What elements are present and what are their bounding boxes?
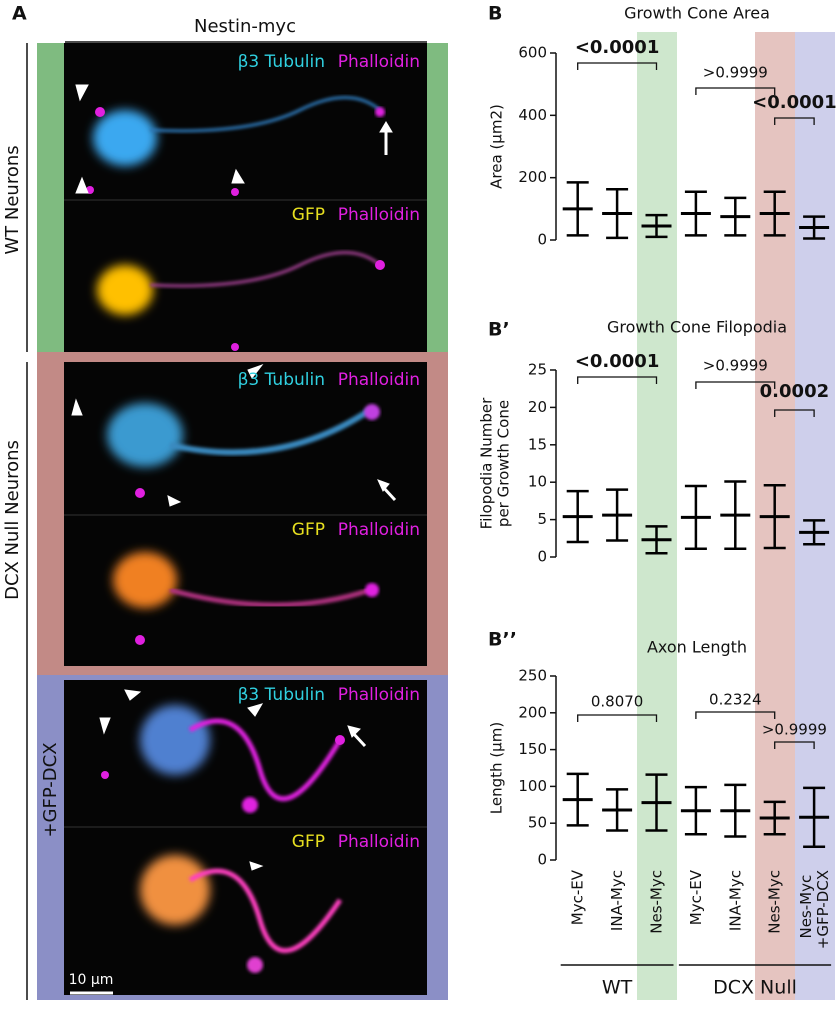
stain-label: Phalloidin: [338, 520, 420, 540]
y-tick-label: 600: [518, 44, 547, 62]
p-value: <0.0001: [575, 37, 660, 58]
x-tick-label: Nes-Myc: [765, 870, 783, 934]
row-label: DCX Null Neurons: [2, 440, 23, 600]
header: Nestin-myc: [194, 16, 296, 37]
stain-label: GFP: [292, 832, 325, 852]
significance-bracket: [577, 62, 658, 70]
y-axis-label: Area (µm2): [488, 104, 506, 189]
significance-bracket: [695, 381, 776, 389]
y-tick-label: 250: [518, 667, 547, 685]
significance-bracket: [695, 711, 776, 719]
y-tick-label: 0: [537, 231, 547, 249]
p-value: <0.0001: [752, 92, 837, 113]
highlight-band: [637, 32, 677, 1000]
highlight-band: [795, 32, 835, 1000]
panel-letter: B’: [488, 319, 510, 341]
p-value: 0.0002: [760, 381, 829, 402]
stain-label: β3 Tubulin: [238, 370, 325, 390]
stain-label: GFP: [292, 205, 325, 225]
x-tick-label: Myc-EV: [568, 869, 586, 925]
y-axis-label: Filopodia Number: [478, 397, 496, 529]
y-tick-label: 5: [537, 510, 547, 528]
p-value: >0.9999: [703, 64, 768, 82]
chart-title: Axon Length: [647, 638, 747, 657]
significance-bracket: [774, 741, 815, 749]
micrographs: [64, 43, 427, 995]
x-tick-label: Nes-Myc +GFP-DCX: [797, 870, 832, 949]
group-label: WT: [602, 977, 633, 999]
y-tick-label: 25: [528, 361, 547, 379]
stain-label: GFP: [292, 520, 325, 540]
chart-title: Growth Cone Filopodia: [607, 318, 787, 337]
stain-label: Phalloidin: [338, 205, 420, 225]
panel-letter: A: [12, 3, 27, 25]
scale-bar-label: 10 µm: [69, 972, 114, 988]
row-label: WT Neurons: [2, 145, 23, 254]
y-tick-label: 0: [537, 851, 547, 869]
y-tick-label: 200: [518, 703, 547, 721]
y-tick-label: 10: [528, 473, 547, 491]
p-value: >0.9999: [703, 357, 768, 375]
significance-bracket: [695, 87, 776, 95]
stain-label: Phalloidin: [338, 370, 420, 390]
y-tick-label: 50: [528, 814, 547, 832]
y-tick-label: 200: [518, 168, 547, 186]
chart-title: Growth Cone Area: [624, 4, 770, 23]
p-value: 0.2324: [709, 691, 762, 709]
x-tick-label: Myc-EV: [686, 869, 704, 925]
significance-bracket: [577, 714, 658, 722]
significance-bracket: [774, 409, 815, 417]
stain-label: Phalloidin: [338, 832, 420, 852]
y-tick-label: 150: [518, 740, 547, 758]
significance-bracket: [577, 376, 658, 384]
p-value: 0.8070: [591, 693, 644, 711]
y-tick-label: 0: [537, 548, 547, 566]
y-axis-label: Length (µm): [488, 722, 506, 814]
x-tick-label: INA-Myc: [726, 870, 744, 931]
panel-letter: B: [488, 3, 502, 25]
stain-label: β3 Tubulin: [238, 685, 325, 705]
stain-label: Phalloidin: [338, 685, 420, 705]
group-label: DCX Null: [713, 977, 797, 999]
y-tick-label: 100: [518, 777, 547, 795]
y-axis-label: per Growth Cone: [495, 400, 513, 527]
p-value: <0.0001: [575, 351, 660, 372]
p-value: >0.9999: [762, 721, 827, 739]
y-tick-label: 20: [528, 398, 547, 416]
panel-letter: B’’: [488, 629, 517, 651]
stain-label: Phalloidin: [338, 52, 420, 72]
significance-bracket: [774, 117, 815, 125]
y-tick-label: 400: [518, 106, 547, 124]
rescue-label: +GFP-DCX: [40, 742, 61, 837]
x-tick-label: Nes-Myc: [647, 870, 665, 934]
stain-label: β3 Tubulin: [238, 52, 325, 72]
x-tick-label: INA-Myc: [608, 870, 626, 931]
y-tick-label: 15: [528, 435, 547, 453]
